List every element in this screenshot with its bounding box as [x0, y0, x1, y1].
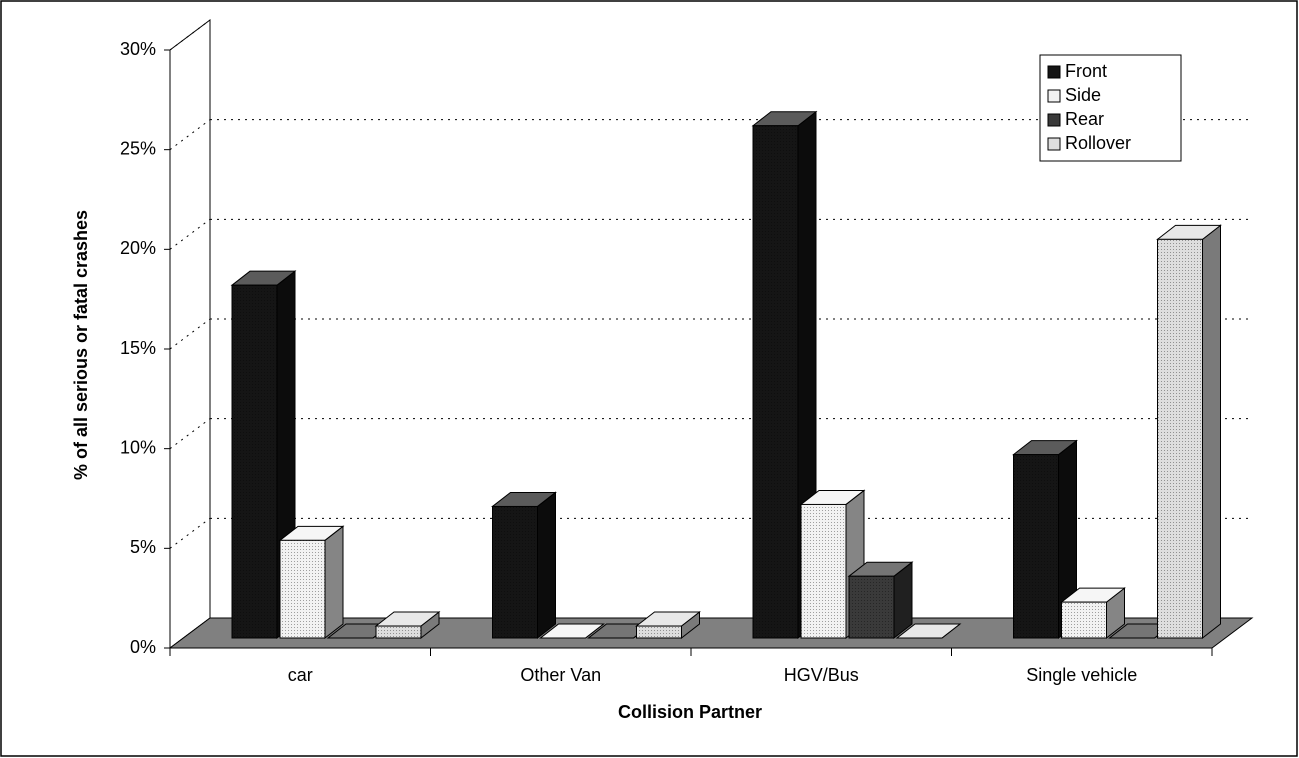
bar-texture — [376, 626, 421, 638]
bar-side — [324, 525, 344, 640]
bar-top — [539, 623, 605, 639]
bar-texture — [280, 540, 325, 638]
x-tick-label: HGV/Bus — [784, 665, 859, 685]
legend-label: Rear — [1065, 109, 1104, 129]
bar-texture — [492, 506, 538, 638]
bar-texture — [232, 285, 277, 638]
x-tick-label: car — [288, 665, 313, 685]
grid-line — [169, 517, 211, 549]
bar — [491, 491, 557, 640]
legend-swatch — [1047, 113, 1061, 127]
legend-box — [1039, 54, 1182, 162]
bar-texture — [849, 576, 894, 638]
bar-texture — [1061, 602, 1107, 638]
x-tick-label: Single vehicle — [1026, 665, 1137, 685]
x-axis-label: Collision Partner — [618, 702, 762, 722]
legend-swatch — [1047, 137, 1061, 151]
bar-texture — [753, 125, 798, 639]
grid-line — [169, 418, 211, 450]
grid-line — [169, 218, 211, 250]
bar — [751, 110, 818, 640]
y-tick-label: 25% — [120, 138, 156, 158]
bar — [278, 525, 345, 640]
grid-line — [169, 19, 211, 51]
x-tick-label: Other Van — [520, 665, 601, 685]
grid-line — [169, 318, 211, 350]
bar — [1156, 224, 1222, 640]
bar — [847, 561, 914, 640]
bar-texture — [636, 626, 682, 638]
legend-label: Side — [1065, 85, 1101, 105]
bar-top — [895, 623, 962, 639]
legend-swatch — [1047, 65, 1061, 79]
bar — [230, 270, 297, 640]
legend-swatch — [1047, 89, 1061, 103]
grid-line — [169, 119, 211, 151]
legend-label: Rollover — [1065, 133, 1131, 153]
bar — [1012, 439, 1078, 640]
bar-side — [537, 491, 556, 640]
bar — [374, 611, 441, 640]
bar-texture — [1157, 239, 1203, 639]
y-tick-label: 30% — [120, 39, 156, 59]
bar — [539, 623, 605, 639]
back-wall — [210, 20, 1252, 618]
bar — [635, 611, 701, 640]
bar-texture — [1013, 454, 1059, 638]
bar-side — [1202, 224, 1221, 640]
left-wall — [169, 19, 211, 649]
bar — [895, 623, 962, 639]
bar — [1060, 587, 1126, 640]
bar-texture — [801, 504, 846, 638]
y-tick-label: 20% — [120, 238, 156, 258]
y-axis-label: % of all serious or fatal crashes — [71, 210, 91, 480]
y-tick-label: 5% — [130, 537, 156, 557]
y-tick-label: 0% — [130, 637, 156, 657]
legend-label: Front — [1065, 61, 1107, 81]
bar — [799, 489, 866, 640]
y-tick-label: 10% — [120, 437, 156, 457]
y-tick-label: 15% — [120, 338, 156, 358]
